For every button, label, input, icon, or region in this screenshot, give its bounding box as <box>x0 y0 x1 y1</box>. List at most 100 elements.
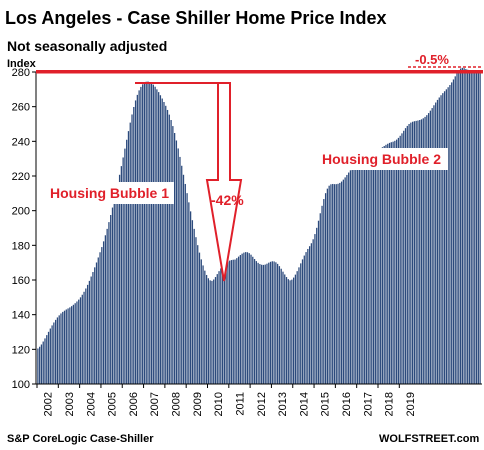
x-tick-label: 2007 <box>149 392 161 416</box>
bar <box>261 264 263 384</box>
source-label: S&P CoreLogic Case-Shiller <box>7 433 154 445</box>
bar <box>422 118 424 384</box>
bar <box>449 85 451 384</box>
bar <box>268 262 270 384</box>
bar <box>86 284 89 384</box>
bar <box>211 280 213 384</box>
bar <box>152 84 154 385</box>
bar <box>140 86 142 384</box>
bar <box>127 131 130 384</box>
bar <box>216 274 218 384</box>
y-tick-label: 140 <box>12 310 30 322</box>
bar <box>220 268 222 384</box>
bar <box>292 277 295 384</box>
bar-series <box>37 67 481 385</box>
y-axis-label: Index <box>7 58 37 70</box>
bar <box>344 177 346 384</box>
bar <box>97 257 99 384</box>
bar <box>131 114 133 384</box>
bar <box>214 277 217 384</box>
bar <box>355 165 357 384</box>
bar <box>376 150 378 384</box>
bar <box>305 252 307 384</box>
bar <box>417 120 419 384</box>
x-tick-label: 2006 <box>128 392 140 416</box>
y-tick-label: 100 <box>12 379 30 391</box>
bar <box>117 183 119 384</box>
bar <box>193 228 195 384</box>
x-tick-label: 2014 <box>298 392 310 416</box>
bar <box>56 317 59 384</box>
bar <box>62 311 64 384</box>
bar <box>229 260 231 384</box>
bar <box>470 70 472 384</box>
bar <box>285 277 288 384</box>
bar <box>47 331 50 384</box>
bar <box>78 299 80 384</box>
bar <box>143 82 146 384</box>
x-tick-label: 2011 <box>235 392 247 416</box>
bar <box>440 95 442 384</box>
bar <box>102 241 105 384</box>
bar <box>381 147 384 384</box>
bar <box>351 168 353 384</box>
bar <box>142 84 144 384</box>
bar <box>172 126 174 384</box>
bar <box>342 179 344 384</box>
bar <box>124 148 126 384</box>
bar <box>424 116 426 384</box>
bar <box>248 253 250 384</box>
bar <box>362 161 364 384</box>
bar <box>83 291 85 384</box>
x-tick-label: 2016 <box>341 392 353 416</box>
bar <box>218 271 220 384</box>
bar <box>136 94 138 384</box>
bar <box>390 142 392 384</box>
bar <box>321 205 323 384</box>
bar <box>74 303 76 384</box>
bar <box>259 264 261 384</box>
x-tick-label: 2002 <box>43 392 55 416</box>
bar <box>53 322 55 384</box>
x-tick-label: 2004 <box>85 392 97 416</box>
bar <box>252 256 254 384</box>
bar <box>145 81 147 385</box>
bar <box>369 153 371 384</box>
bar <box>225 262 227 384</box>
bar <box>118 174 121 384</box>
bar <box>280 268 282 384</box>
bar <box>445 89 448 384</box>
x-tick-label: 2003 <box>64 392 76 416</box>
y-tick-label: 180 <box>12 240 30 252</box>
bar <box>60 313 62 384</box>
bar <box>294 274 297 384</box>
bar <box>65 309 67 384</box>
bar <box>255 261 257 384</box>
bar <box>310 243 313 384</box>
bar <box>138 90 140 385</box>
bar <box>262 264 265 384</box>
bar <box>129 122 131 385</box>
x-tick-label: 2008 <box>171 392 183 416</box>
bar <box>443 91 446 385</box>
bar <box>158 92 160 385</box>
bar <box>70 306 73 384</box>
bar <box>335 184 337 384</box>
bar <box>154 86 156 384</box>
x-tick-label: 2005 <box>107 392 119 416</box>
x-tick-label: 2017 <box>362 392 374 416</box>
bar <box>120 166 122 384</box>
bar <box>303 255 305 384</box>
bar <box>447 87 449 384</box>
bar <box>275 262 277 384</box>
bar <box>115 191 117 384</box>
bar <box>349 170 352 384</box>
bar <box>427 113 430 384</box>
bar <box>63 310 66 384</box>
y-tick-label: 260 <box>12 102 30 114</box>
bubble2-label-bg <box>318 148 448 170</box>
bar <box>122 157 124 384</box>
bubble2-label: Housing Bubble 2 <box>322 151 441 167</box>
bar <box>99 252 101 384</box>
bar <box>198 252 201 384</box>
